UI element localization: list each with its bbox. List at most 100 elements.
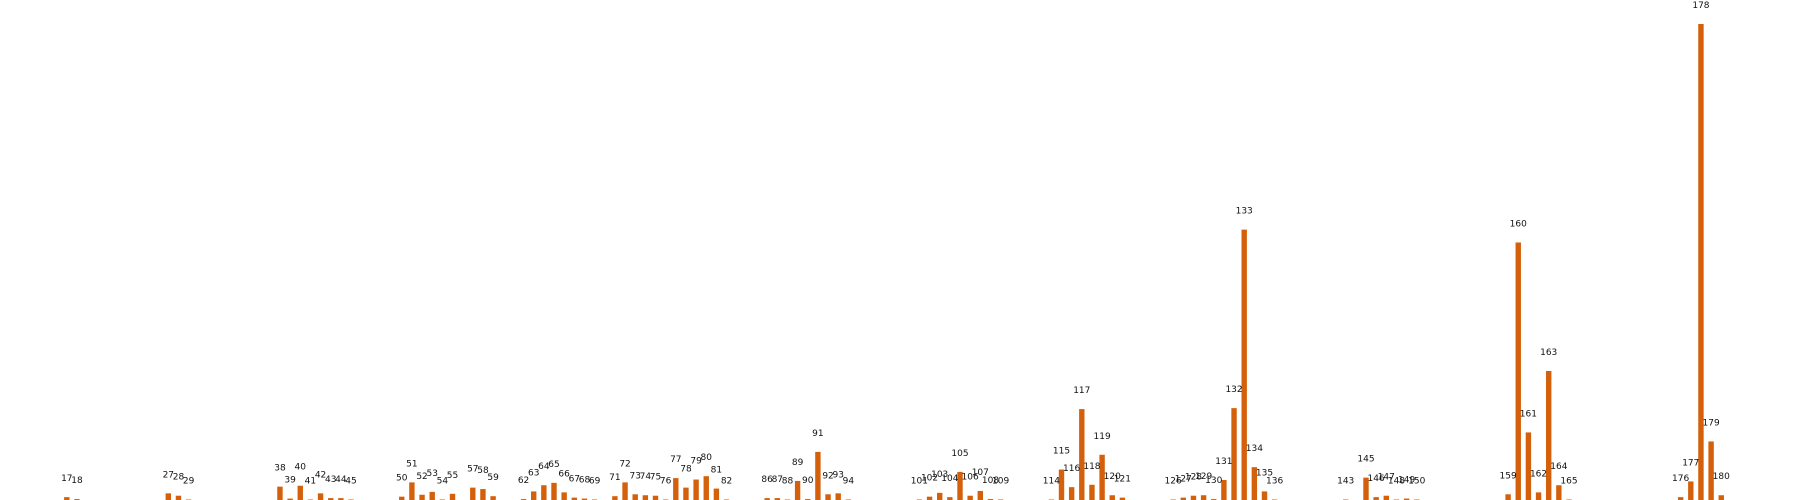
bar-label-75: 75 (650, 473, 661, 483)
bar-105 (957, 471, 963, 500)
bar-label-165: 165 (1560, 477, 1577, 487)
bar-53 (429, 491, 435, 500)
bar-92 (825, 494, 831, 500)
bar-180 (1718, 495, 1724, 500)
bar-label-53: 53 (426, 469, 437, 479)
bar-label-78: 78 (680, 465, 692, 475)
bar-label-76: 76 (660, 477, 672, 487)
bar-51 (409, 482, 415, 500)
bar-label-74: 74 (640, 472, 652, 482)
bar-label-126: 126 (1165, 477, 1182, 487)
bar-68 (581, 498, 588, 500)
bar-label-39: 39 (284, 476, 296, 486)
bar-77 (673, 478, 679, 500)
bar-label-107: 107 (972, 468, 989, 478)
bar-63 (531, 491, 537, 500)
bar-55 (449, 493, 456, 500)
bar-39 (287, 498, 293, 500)
bar-label-177: 177 (1682, 458, 1699, 468)
bar-label-27: 27 (163, 470, 174, 480)
bar-label-121: 121 (1114, 475, 1131, 485)
bar-86 (764, 498, 770, 500)
bar-label-117: 117 (1073, 386, 1090, 396)
bar-label-143: 143 (1337, 477, 1354, 487)
bar-label-164: 164 (1550, 462, 1567, 472)
bar-label-77: 77 (670, 455, 681, 465)
bar-label-180: 180 (1713, 472, 1730, 482)
bar-label-176: 176 (1672, 474, 1689, 484)
bar-label-66: 66 (558, 469, 570, 479)
bar-120 (1109, 495, 1115, 500)
bar-118 (1089, 484, 1095, 500)
bar-label-102: 102 (921, 474, 938, 484)
bar-label-161: 161 (1520, 409, 1537, 419)
bar-label-63: 63 (528, 468, 539, 478)
bar-label-134: 134 (1246, 444, 1263, 454)
bar-label-163: 163 (1540, 348, 1557, 358)
bar-label-55: 55 (447, 471, 458, 481)
bar-label-90: 90 (802, 476, 814, 486)
bar-label-159: 159 (1500, 471, 1517, 481)
bar-40 (297, 485, 303, 500)
bar-label-71: 71 (609, 473, 620, 483)
bar-75 (652, 495, 659, 500)
bar-label-162: 162 (1530, 469, 1547, 479)
bar-79 (693, 479, 699, 500)
bar-label-86: 86 (761, 475, 773, 485)
bar-146 (1373, 497, 1379, 500)
bar-145 (1363, 477, 1369, 500)
bar-label-44: 44 (335, 475, 347, 485)
bar-label-106: 106 (962, 473, 979, 483)
bar-58 (480, 489, 486, 500)
bar-42 (317, 493, 324, 500)
bar-label-68: 68 (579, 476, 591, 486)
bar-label-91: 91 (812, 429, 823, 439)
bar-106 (967, 495, 973, 500)
bar-129 (1200, 495, 1207, 500)
bar-159 (1505, 494, 1511, 500)
bar-52 (419, 494, 425, 500)
bar-series (64, 24, 1724, 500)
bar-72 (622, 482, 628, 500)
bar-38 (277, 486, 283, 500)
bar-label-116: 116 (1063, 464, 1080, 474)
bar-87 (774, 498, 780, 500)
bar-164 (1556, 485, 1562, 500)
bar-label-94: 94 (843, 477, 855, 487)
bar-50 (399, 496, 405, 500)
bar-102 (926, 496, 933, 500)
bar-label-50: 50 (396, 474, 408, 484)
bar-label-43: 43 (325, 475, 336, 485)
bar-label-128: 128 (1185, 473, 1202, 483)
bar-label-133: 133 (1236, 207, 1253, 217)
bar-label-119: 119 (1094, 432, 1111, 442)
bar-71 (612, 496, 618, 500)
bar-label-65: 65 (548, 460, 559, 470)
bar-label-104: 104 (941, 474, 958, 484)
bar-label-89: 89 (792, 458, 804, 468)
bar-label-109: 109 (992, 477, 1009, 487)
bar-label-58: 58 (477, 466, 489, 476)
bar-label-41: 41 (305, 477, 316, 487)
bar-160 (1515, 242, 1521, 500)
bar-label-108: 108 (982, 476, 999, 486)
bar-label-145: 145 (1357, 455, 1374, 465)
bar-label-40: 40 (295, 463, 307, 473)
bar-label-115: 115 (1053, 447, 1070, 457)
bar-label-93: 93 (832, 470, 843, 480)
bar-label-80: 80 (701, 453, 713, 463)
bar-label-92: 92 (822, 471, 833, 481)
bar-label-51: 51 (406, 459, 417, 469)
bar-label-114: 114 (1043, 477, 1060, 487)
bar-162 (1535, 492, 1542, 500)
bar-label-120: 120 (1104, 472, 1121, 482)
bar-27 (165, 493, 171, 500)
bar-179 (1708, 441, 1714, 500)
bar-64 (541, 485, 547, 500)
bar-label-45: 45 (345, 477, 356, 487)
bar-label-28: 28 (173, 473, 185, 483)
bar-134 (1251, 467, 1258, 500)
bar-44 (338, 498, 344, 500)
bar-label-57: 57 (467, 465, 478, 475)
bar-label-129: 129 (1195, 472, 1212, 482)
